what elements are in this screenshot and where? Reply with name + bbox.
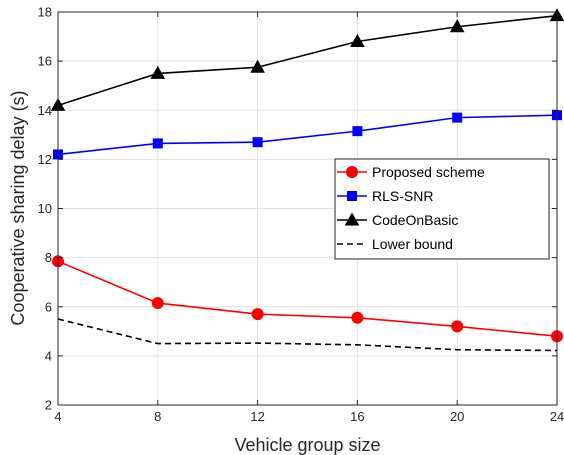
x-tick-label: 4 — [54, 409, 61, 424]
legend-label: RLS-SNR — [372, 188, 433, 204]
y-ticks: 2 4 6 8 10 12 14 16 18 — [38, 5, 557, 413]
y-tick-label: 18 — [38, 5, 52, 20]
y-tick-label: 4 — [45, 348, 52, 363]
data-point — [451, 320, 464, 333]
y-tick-label: 14 — [38, 103, 52, 118]
series-line — [57, 318, 558, 352]
legend-marker — [347, 191, 357, 201]
y-tick-label: 10 — [38, 201, 52, 216]
data-point — [252, 137, 263, 148]
y-tick-label: 2 — [45, 398, 52, 413]
data-point — [352, 126, 363, 137]
series-lower-bound — [57, 318, 558, 352]
x-tick-label: 8 — [154, 409, 161, 424]
x-tick-label: 20 — [450, 409, 464, 424]
x-ticks: 4 8 12 16 20 24 — [54, 12, 564, 424]
legend-entry: Lower bound — [337, 236, 453, 252]
series-layer — [50, 8, 564, 352]
y-axis-title: Cooperative sharing delay (s) — [8, 90, 28, 325]
legend-label: Lower bound — [372, 236, 453, 252]
legend: Proposed scheme RLS-SNR CodeOnBasic Lower b… — [334, 158, 550, 260]
x-tick-label: 12 — [250, 409, 264, 424]
series-line — [57, 114, 558, 156]
y-tick-label: 12 — [38, 152, 52, 167]
data-point — [152, 138, 163, 149]
y-tick-label: 16 — [38, 54, 52, 69]
legend-marker — [346, 166, 358, 178]
series-line — [57, 14, 558, 107]
x-tick-label: 16 — [350, 409, 364, 424]
series-line — [57, 260, 558, 338]
data-point — [351, 311, 364, 324]
data-point — [251, 308, 264, 321]
legend-entry: Proposed scheme — [337, 164, 485, 180]
data-point — [350, 33, 365, 47]
data-point — [150, 65, 166, 79]
y-tick-label: 6 — [45, 299, 52, 314]
x-tick-label: 24 — [550, 409, 564, 424]
legend-marker — [344, 212, 360, 226]
x-axis-title: Vehicle group size — [234, 435, 380, 455]
data-point — [452, 112, 463, 123]
legend-label: CodeOnBasic — [372, 212, 458, 228]
legend-entry: CodeOnBasic — [337, 212, 458, 228]
legend-entry: RLS-SNR — [337, 188, 433, 204]
data-point — [151, 297, 164, 310]
data-point — [250, 59, 265, 73]
legend-box — [334, 158, 550, 260]
y-tick-label: 8 — [45, 250, 52, 265]
legend-label: Proposed scheme — [372, 164, 485, 180]
data-point — [449, 19, 465, 33]
